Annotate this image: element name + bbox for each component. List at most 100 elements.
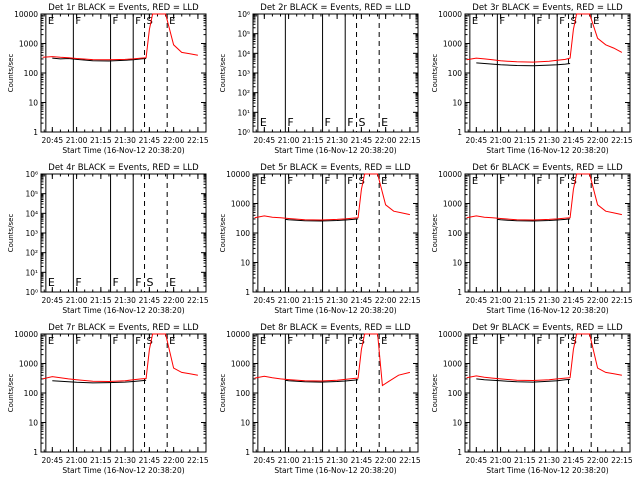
y-tick-label: 10 (452, 419, 462, 428)
y-tick-label: 1000 (231, 200, 250, 209)
detector-panel: Det 3r BLACK = Events, RED = LLD 1 10 100 10… (431, 3, 633, 155)
event-marker-label: F (347, 336, 353, 347)
x-tick-label: 21:15 (90, 456, 112, 465)
x-tick-label: 21:45 (351, 456, 373, 465)
x-tick-label: 21:00 (278, 136, 300, 145)
series-events-line (476, 62, 571, 67)
y-tick-label: 10 (240, 259, 250, 268)
x-tick-label: 22:00 (375, 136, 397, 145)
panel-title: Det 5r BLACK = Events, RED = LLD (260, 163, 411, 173)
y-tick-label: 10⁵ (25, 190, 38, 199)
series-events-line (52, 57, 147, 62)
plot-frame (40, 333, 207, 453)
event-marker-label: S (571, 176, 577, 187)
y-tick-label: 1 (245, 288, 250, 297)
x-tick-label: 21:00 (490, 456, 512, 465)
y-tick-label: 100 (24, 389, 39, 398)
event-marker-label: F (75, 336, 81, 347)
x-tick-label: 21:30 (538, 456, 560, 465)
event-marker-label: F (325, 336, 331, 347)
y-tick-label: 10³ (25, 229, 38, 238)
y-tick-label: 1000 (19, 40, 38, 49)
x-axis-label: Start Time (16-Nov-12 20:38:20) (62, 146, 184, 155)
event-marker-label: E (48, 336, 54, 347)
x-tick-label: 20:45 (466, 296, 488, 305)
plot-frame (252, 173, 419, 293)
series-lld-line (466, 333, 622, 382)
event-marker-label: E (260, 116, 267, 129)
event-marker-label: E (381, 116, 388, 129)
x-tick-label: 20:45 (466, 136, 488, 145)
event-marker-label: F (113, 336, 119, 347)
y-tick-label: 10000 (14, 10, 38, 19)
detector-panel: Det 8r BLACK = Events, RED = LLD 1 10 100 10… (219, 323, 421, 475)
event-marker-label: F (325, 116, 331, 129)
x-tick-label: 21:45 (139, 456, 161, 465)
plot-frame (464, 333, 631, 453)
event-marker-label: S (359, 176, 365, 187)
x-tick-label: 22:00 (375, 296, 397, 305)
y-tick-label: 10⁴ (237, 49, 250, 58)
x-tick-label: 20:45 (42, 136, 64, 145)
detector-panel: Det 4r BLACK = Events, RED = LLD 10⁰ 10¹ 10… (7, 163, 209, 315)
y-tick-label: 10⁶ (237, 10, 250, 19)
y-tick-label: 1000 (231, 360, 250, 369)
x-tick-label: 22:15 (611, 136, 633, 145)
y-tick-label: 1000 (443, 40, 462, 49)
x-tick-label: 21:15 (90, 136, 112, 145)
x-tick-label: 20:45 (466, 456, 488, 465)
panel-title: Det 6r BLACK = Events, RED = LLD (472, 163, 623, 173)
x-tick-label: 21:30 (114, 136, 136, 145)
event-marker-label: E (48, 276, 55, 289)
y-tick-label: 100 (236, 229, 251, 238)
event-marker-label: F (499, 336, 505, 347)
event-marker-label: F (135, 276, 141, 289)
y-tick-label: 10⁵ (237, 30, 250, 39)
y-tick-label: 10 (452, 99, 462, 108)
event-marker-label: E (260, 336, 266, 347)
y-axis-label: Counts/sec (431, 214, 439, 253)
plot-frame (40, 13, 207, 133)
event-marker-label: F (499, 176, 505, 187)
panel-title: Det 3r BLACK = Events, RED = LLD (472, 3, 623, 13)
x-axis-label: Start Time (16-Nov-12 20:38:20) (486, 146, 608, 155)
event-marker-label: F (287, 336, 293, 347)
series-lld-line (254, 333, 411, 387)
y-tick-label: 10 (452, 259, 462, 268)
detector-panel: Det 6r BLACK = Events, RED = LLD 1 10 100 10… (431, 163, 633, 315)
plot-frame (464, 173, 631, 293)
x-tick-label: 21:30 (326, 296, 348, 305)
series-events-line (476, 378, 571, 383)
plot-frame (464, 13, 631, 133)
x-axis-label: Start Time (16-Nov-12 20:38:20) (62, 466, 184, 475)
event-marker-label: E (169, 276, 176, 289)
event-marker-label: F (537, 336, 543, 347)
y-axis-label: Counts/sec (219, 374, 227, 413)
x-tick-label: 22:00 (163, 296, 185, 305)
x-tick-label: 21:00 (278, 296, 300, 305)
series-lld-line (42, 333, 198, 383)
x-tick-label: 21:45 (139, 296, 161, 305)
y-tick-label: 10⁰ (237, 128, 250, 137)
x-tick-label: 21:00 (66, 456, 88, 465)
event-marker-label: E (169, 336, 175, 347)
y-tick-label: 10³ (237, 69, 250, 78)
x-tick-label: 21:45 (563, 456, 585, 465)
event-marker-label: F (537, 176, 543, 187)
x-tick-label: 21:45 (351, 136, 373, 145)
x-tick-label: 21:15 (302, 296, 324, 305)
x-axis-label: Start Time (16-Nov-12 20:38:20) (62, 306, 184, 315)
x-tick-label: 21:00 (490, 296, 512, 305)
event-marker-label: S (147, 336, 153, 347)
y-tick-label: 100 (448, 389, 463, 398)
y-tick-label: 10000 (226, 330, 250, 339)
x-tick-label: 22:00 (375, 456, 397, 465)
y-tick-label: 1 (457, 128, 462, 137)
y-tick-label: 1 (457, 288, 462, 297)
x-tick-label: 21:15 (90, 296, 112, 305)
x-tick-label: 22:00 (587, 456, 609, 465)
event-marker-label: E (48, 16, 54, 27)
event-marker-label: F (113, 16, 119, 27)
